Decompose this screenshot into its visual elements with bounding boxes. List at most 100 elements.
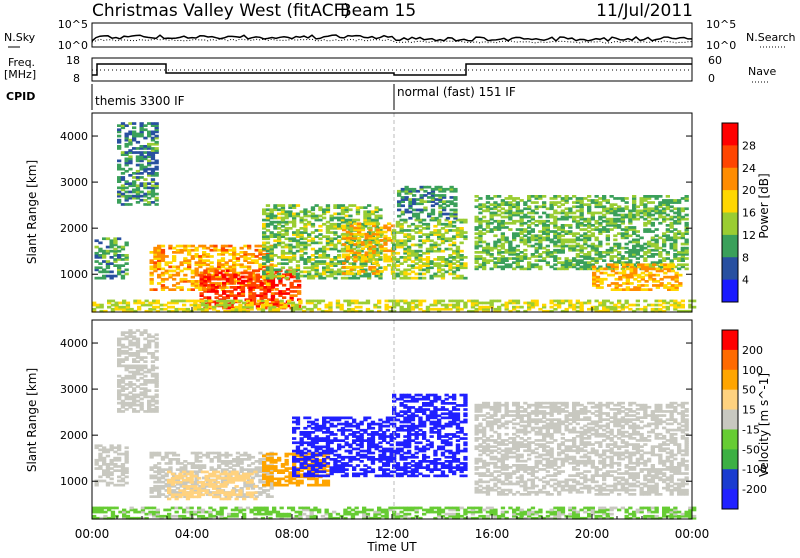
echo-cell — [453, 188, 457, 191]
echo-cell — [450, 209, 454, 212]
echo-cell — [633, 286, 637, 289]
echo-cell — [333, 204, 337, 207]
echo-cell — [531, 195, 535, 198]
echo-cell — [422, 273, 426, 276]
echo-cell — [415, 300, 419, 303]
echo-cell — [416, 202, 420, 205]
echo-cell — [617, 306, 621, 309]
echo-cell — [195, 261, 199, 264]
freq-unit: [MHz] — [4, 68, 36, 81]
echo-cell — [478, 197, 482, 200]
echo-cell — [516, 249, 520, 252]
echo-cell — [285, 227, 289, 230]
echo-cell — [128, 174, 132, 177]
echo-cell — [372, 245, 376, 248]
echo-cell — [172, 489, 176, 492]
echo-cell — [670, 210, 674, 213]
echo-cell — [271, 292, 275, 295]
echo-cell — [231, 300, 235, 303]
echo-cell — [430, 244, 434, 247]
echo-cell — [437, 229, 441, 232]
echo-cell — [260, 282, 264, 285]
echo-cell — [441, 273, 445, 276]
echo-cell — [208, 300, 212, 303]
echo-cell — [266, 235, 270, 238]
echo-cell — [206, 452, 210, 455]
echo-cell — [258, 491, 262, 494]
echo-cell — [355, 300, 359, 303]
echo-cell — [368, 222, 372, 225]
echo-cell — [295, 304, 299, 307]
echo-cell — [516, 300, 520, 303]
echo-cell — [418, 244, 422, 247]
echo-cell — [602, 255, 606, 258]
echo-cell — [652, 284, 656, 287]
echo-cell — [576, 232, 580, 235]
echo-cell — [155, 197, 159, 200]
echo-cell — [557, 249, 561, 252]
echo-cell — [110, 262, 114, 265]
echo-cell — [542, 237, 546, 240]
echo-cell — [678, 274, 682, 277]
echo-cell — [666, 218, 670, 221]
echo-cell — [407, 264, 411, 267]
echo-cell — [475, 199, 479, 202]
echo-cell — [437, 248, 441, 251]
echo-cell — [216, 475, 220, 478]
echo-cell — [372, 222, 376, 225]
echo-cell — [553, 210, 557, 213]
echo-cell — [643, 218, 647, 221]
echo-cell — [626, 286, 630, 289]
echo-cell — [685, 218, 689, 221]
echo-cell — [538, 308, 542, 311]
echo-cell — [412, 209, 416, 212]
echo-cell — [615, 263, 619, 266]
echo-cell — [125, 387, 129, 390]
echo-cell — [121, 184, 125, 187]
echo-cell — [452, 250, 456, 253]
echo-cell — [110, 482, 114, 485]
echo-cell — [516, 253, 520, 256]
echo-cell — [221, 245, 225, 248]
echo-cell — [236, 452, 240, 455]
echo-cell — [512, 212, 516, 215]
nave-tick-top: 60 — [708, 54, 722, 67]
echo-cell — [595, 300, 599, 303]
echo-cell — [377, 300, 381, 303]
echo-cell — [435, 186, 439, 189]
echo-cell — [342, 243, 346, 246]
echo-cell — [576, 237, 580, 240]
echo-cell — [463, 235, 467, 238]
echo-cell — [128, 381, 132, 384]
echo-cell — [350, 241, 354, 244]
echo-cell — [203, 276, 207, 279]
nave-label: Nave — [748, 65, 776, 78]
echo-cell — [110, 275, 114, 278]
echo-cell — [645, 288, 649, 291]
echo-cell — [282, 290, 286, 293]
echo-cell — [187, 462, 191, 465]
echo-cell — [195, 247, 199, 250]
echo-cell — [673, 199, 677, 202]
echo-cell — [501, 266, 505, 269]
echo-cell — [632, 195, 636, 198]
echo-cell — [310, 308, 314, 311]
echo-cell — [670, 205, 674, 208]
echo-cell — [422, 252, 426, 255]
freq-tick-top: 18 — [66, 54, 80, 67]
echo-cell — [266, 250, 270, 253]
echo-cell — [441, 233, 445, 236]
echo-cell — [446, 188, 450, 191]
echo-cell — [220, 300, 224, 303]
echo-cell — [175, 493, 179, 496]
echo-cell — [313, 300, 317, 303]
echo-cell — [121, 172, 125, 175]
echo-cell — [681, 300, 685, 303]
echo-cell — [165, 462, 169, 465]
echo-cell — [147, 191, 151, 194]
echo-cell — [587, 308, 591, 311]
echo-cell — [168, 452, 172, 455]
echo-cell — [125, 446, 129, 449]
echo-cell — [281, 275, 285, 278]
echo-cell — [408, 188, 412, 191]
